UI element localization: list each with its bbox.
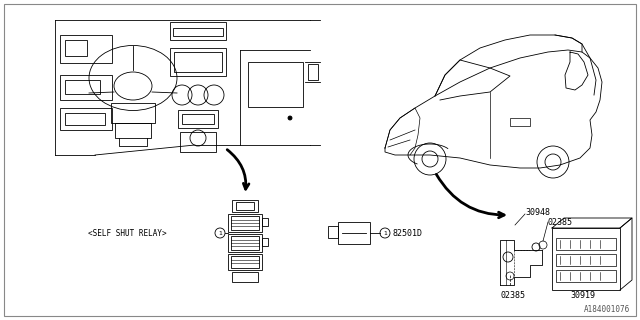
Circle shape xyxy=(288,116,292,120)
Bar xyxy=(180,132,216,152)
Bar xyxy=(552,228,620,290)
Bar xyxy=(65,40,87,56)
Bar xyxy=(510,118,530,126)
Bar xyxy=(232,200,258,212)
Bar xyxy=(60,75,112,100)
Bar xyxy=(556,254,616,266)
Bar xyxy=(65,113,105,125)
Text: A184001076: A184001076 xyxy=(584,305,630,314)
Text: 30919: 30919 xyxy=(570,292,595,300)
Bar xyxy=(170,22,226,40)
Text: 1: 1 xyxy=(383,230,387,236)
Bar xyxy=(231,236,259,250)
Bar xyxy=(556,238,616,250)
Bar xyxy=(248,62,303,107)
Bar xyxy=(173,28,223,36)
Bar xyxy=(115,123,151,138)
Text: 02385: 02385 xyxy=(500,292,525,300)
Bar xyxy=(262,218,268,226)
Bar xyxy=(174,52,222,72)
Bar xyxy=(111,103,155,123)
Bar xyxy=(182,114,214,124)
Bar xyxy=(60,108,112,130)
Bar xyxy=(228,254,262,270)
Bar xyxy=(60,35,112,63)
Bar xyxy=(231,256,259,268)
Bar xyxy=(65,80,100,94)
Text: 1: 1 xyxy=(218,230,222,236)
Bar xyxy=(338,222,370,244)
Bar xyxy=(236,202,254,210)
Text: 30948: 30948 xyxy=(525,207,550,217)
Text: 02385: 02385 xyxy=(548,218,573,227)
Bar xyxy=(178,110,218,128)
Bar xyxy=(170,48,226,76)
Bar xyxy=(232,272,258,282)
Bar xyxy=(228,214,262,232)
Bar xyxy=(328,226,338,238)
Bar xyxy=(262,238,268,246)
Bar xyxy=(556,270,616,282)
Text: 82501D: 82501D xyxy=(392,228,422,237)
Bar xyxy=(228,234,262,252)
Bar xyxy=(308,64,318,80)
Text: <SELF SHUT RELAY>: <SELF SHUT RELAY> xyxy=(88,228,166,237)
Bar xyxy=(231,216,259,230)
